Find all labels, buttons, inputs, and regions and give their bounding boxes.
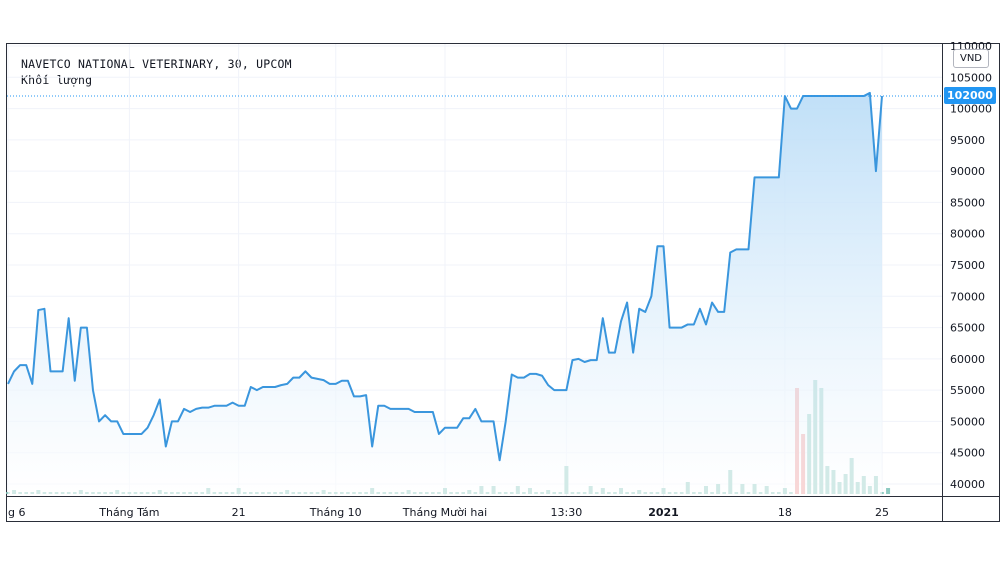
y-tick-label: 70000: [950, 290, 985, 303]
y-tick-label: 100000: [950, 103, 992, 116]
currency-badge[interactable]: VND: [953, 49, 989, 68]
x-tick-label: 13:30: [551, 506, 583, 519]
x-tick-label: Tháng Tám: [98, 506, 159, 519]
symbol-legend-title: NAVETCO NATIONAL VETERINARY, 30, UPCOM: [21, 57, 292, 71]
x-tick-label: 2021: [648, 506, 679, 519]
last-price-badge: 102000: [944, 87, 996, 104]
price-area-fill: [8, 92, 882, 495]
y-tick-label: 95000: [950, 134, 985, 147]
y-tick-label: 60000: [950, 353, 985, 366]
y-tick-label: 80000: [950, 228, 985, 241]
x-tick-label: 21: [232, 506, 246, 519]
y-tick-label: 85000: [950, 196, 985, 209]
x-tick-label: 25: [875, 506, 889, 519]
x-tick-label: Tháng 10: [309, 506, 362, 519]
x-tick-label: 18: [778, 506, 792, 519]
price-line: [7, 91, 883, 462]
y-tick-label: 75000: [950, 259, 985, 272]
volume-bar: [886, 488, 891, 494]
volume-bar: [6, 492, 10, 494]
y-tick-label: 50000: [950, 415, 985, 428]
volume-legend-label: Khối lượng: [21, 73, 93, 87]
y-tick-label: 55000: [950, 384, 985, 397]
x-tick-label: g 6: [8, 506, 25, 519]
y-tick-label: 65000: [950, 322, 985, 335]
y-tick-label: 105000: [950, 71, 992, 84]
y-tick-label: 90000: [950, 165, 985, 178]
y-tick-label: 45000: [950, 447, 985, 460]
x-tick-label: Tháng Mười hai: [402, 506, 487, 519]
y-tick-label: 40000: [950, 478, 985, 491]
